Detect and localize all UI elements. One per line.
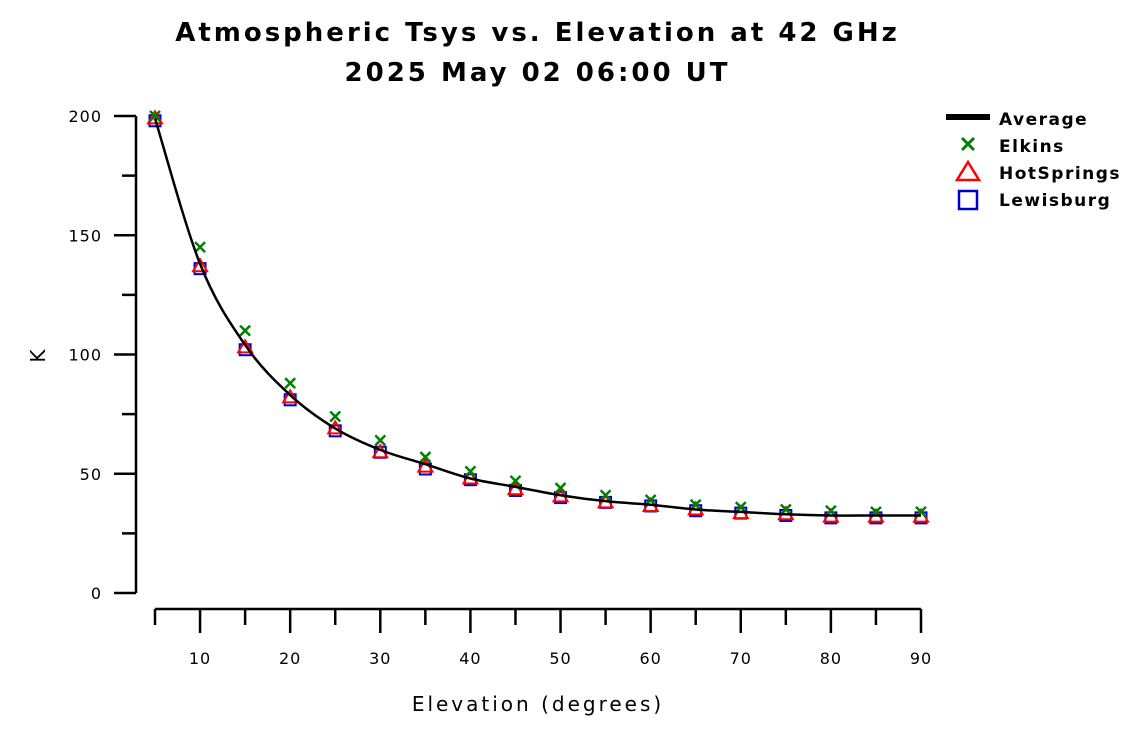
series-layer: [146, 109, 930, 525]
data-point-elkins: [824, 504, 837, 517]
legend-item-hotsprings: HotSprings: [954, 159, 1121, 184]
legend-label-average: Average: [999, 110, 1088, 130]
data-point-elkins: [779, 503, 792, 516]
series-line-average: [153, 118, 921, 517]
x-tick-label: 80: [820, 649, 842, 668]
series-lewisburg: [148, 114, 928, 525]
x-tick-label: 60: [639, 649, 661, 668]
legend: Average Elkins HotSprings Lewisburg: [946, 110, 1121, 211]
y-tick-label: 150: [68, 226, 102, 245]
legend-label-lewisburg: Lewisburg: [999, 191, 1111, 211]
data-point-elkins: [329, 410, 342, 423]
chart-subtitle: 2025 May 02 06:00 UT: [344, 58, 731, 88]
data-point-elkins: [194, 241, 206, 254]
legend-swatch-elkins: [960, 136, 976, 152]
data-point-elkins: [599, 489, 612, 502]
chart-title: Atmospheric Tsys vs. Elevation at 42 GHz: [175, 18, 900, 48]
y-tick-label: 50: [80, 465, 102, 484]
x-tick-label: 40: [459, 649, 481, 668]
x-tick-label: 20: [279, 649, 301, 668]
data-point-elkins: [284, 377, 297, 390]
legend-swatch-lewisburg: [957, 189, 979, 211]
x-tick-label: 10: [189, 649, 211, 668]
y-tick-label: 100: [68, 346, 102, 365]
data-point-hotsprings: [146, 109, 164, 125]
data-point-elkins: [149, 110, 161, 122]
y-tick-label: 200: [68, 107, 102, 126]
legend-item-elkins: Elkins: [960, 136, 1065, 157]
series-average: [153, 118, 921, 517]
legend-item-lewisburg: Lewisburg: [957, 189, 1111, 211]
legend-label-hotsprings: HotSprings: [999, 164, 1121, 184]
data-point-hotsprings: [236, 338, 254, 354]
data-point-elkins: [419, 451, 432, 463]
data-point-elkins: [734, 501, 747, 514]
series-elkins: [149, 110, 927, 518]
legend-swatch-hotsprings: [954, 159, 982, 182]
x-tick-label: 70: [730, 649, 752, 668]
x-tick-label: 30: [369, 649, 391, 668]
legend-item-average: Average: [946, 110, 1088, 130]
axes: 0 50 100 150 200 10 20 30 40 50 60 70 80 90: [68, 107, 932, 668]
data-point-elkins: [464, 465, 477, 478]
data-point-hotsprings: [281, 388, 299, 404]
x-tick-label: 50: [549, 649, 571, 668]
y-axis-label: K: [26, 346, 50, 362]
data-point-elkins: [374, 434, 387, 447]
data-point-elkins: [239, 324, 252, 337]
legend-label-elkins: Elkins: [999, 137, 1065, 157]
data-point-elkins: [509, 475, 522, 487]
data-point-elkins: [554, 482, 567, 494]
y-tick-label: 0: [91, 584, 102, 603]
x-tick-label: 90: [910, 649, 932, 668]
x-axis-label: Elevation (degrees): [412, 692, 664, 716]
series-hotsprings: [146, 109, 930, 523]
data-point-hotsprings: [191, 257, 209, 273]
